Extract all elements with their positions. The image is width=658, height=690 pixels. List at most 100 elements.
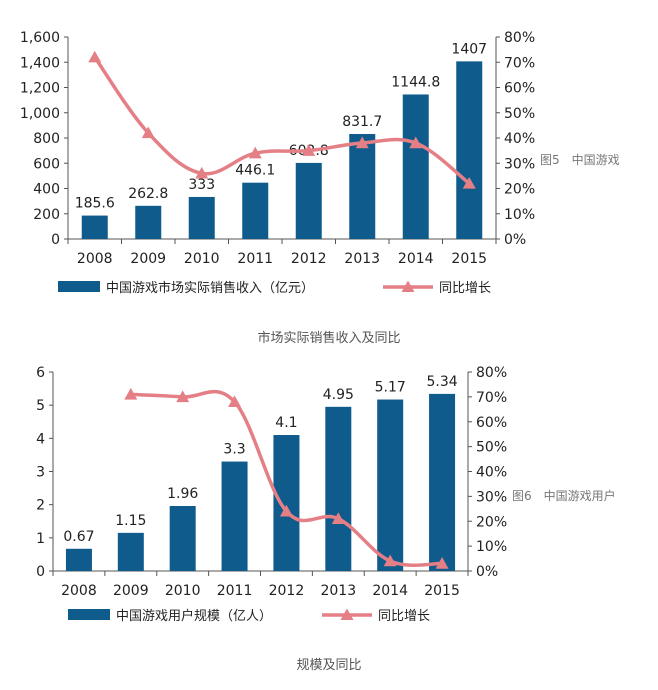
x-tick-label: 2010 xyxy=(184,251,220,267)
legend-bar-label: 中国游戏用户规模（亿人） xyxy=(116,608,272,624)
bar xyxy=(81,215,108,239)
x-tick-label: 2011 xyxy=(217,583,253,599)
y2-tick-label: 70% xyxy=(476,390,507,406)
y2-tick-label: 80% xyxy=(476,365,507,381)
x-tick-label: 2010 xyxy=(165,583,201,599)
x-tick-label: 2013 xyxy=(320,583,356,599)
y-tick-label: 2 xyxy=(36,498,45,514)
side-caption: 图6 中国游戏用户 xyxy=(512,488,616,503)
growth-point xyxy=(279,504,293,517)
y-tick-label: 600 xyxy=(33,156,60,172)
y-tick-label: 1,400 xyxy=(20,55,60,71)
y2-tick-label: 60% xyxy=(476,415,507,431)
growth-point xyxy=(176,390,190,403)
chart1-caption: 市场实际销售收入及同比 xyxy=(257,331,401,346)
y-tick-label: 1,200 xyxy=(20,81,60,97)
growth-point xyxy=(302,144,316,156)
bar-data-label: 831.7 xyxy=(342,114,382,130)
bar-data-label: 333 xyxy=(188,177,215,193)
x-tick-label: 2011 xyxy=(237,251,273,267)
bar xyxy=(402,94,429,240)
legend-line-label: 同比增长 xyxy=(439,281,491,296)
y2-tick-label: 20% xyxy=(476,514,507,530)
bar-data-label: 1.96 xyxy=(167,486,198,502)
y2-tick-label: 50% xyxy=(504,106,535,122)
growth-point xyxy=(331,512,345,524)
bar xyxy=(456,61,483,240)
chart2-caption: 规模及同比 xyxy=(296,658,362,673)
bar xyxy=(325,406,352,571)
bar-data-label: 5.17 xyxy=(375,380,406,396)
legend-line-marker xyxy=(340,608,354,620)
y-tick-label: 4 xyxy=(36,431,45,447)
bar-data-label: 4.95 xyxy=(323,387,354,403)
x-tick-label: 2008 xyxy=(61,583,97,599)
y-tick-label: 1 xyxy=(36,531,45,547)
y2-tick-label: 60% xyxy=(504,81,535,97)
growth-point xyxy=(248,146,262,159)
y-tick-label: 6 xyxy=(36,365,45,381)
y2-tick-label: 0% xyxy=(504,232,526,248)
y2-tick-label: 10% xyxy=(476,539,507,555)
y-tick-label: 400 xyxy=(33,182,60,198)
side-caption: 图5 中国游戏 xyxy=(540,152,620,167)
bar xyxy=(169,505,196,571)
revenue-chart: 0 200 400 600 800 1,000 1,200 1,400 1,600 0% 10% 20… xyxy=(20,30,620,296)
growth-point xyxy=(462,176,476,189)
y2-tick-label: 70% xyxy=(504,55,535,71)
legend-bar-swatch xyxy=(58,281,100,292)
bar-data-label: 262.8 xyxy=(128,186,168,202)
growth-point xyxy=(355,136,369,149)
bar-data-label: 1407 xyxy=(451,41,487,57)
bar xyxy=(117,532,144,571)
bar xyxy=(295,162,322,239)
growth-point xyxy=(435,557,449,569)
y2-tick-label: 10% xyxy=(504,207,535,223)
y-tick-label: 0 xyxy=(51,232,60,248)
growth-point xyxy=(88,50,102,63)
growth-point xyxy=(228,395,242,408)
bar xyxy=(429,393,456,571)
bar xyxy=(221,461,248,571)
x-tick-label: 2014 xyxy=(398,251,434,267)
legend-line-label: 同比增长 xyxy=(378,609,430,624)
bar-data-label: 1.15 xyxy=(115,513,146,529)
bar xyxy=(349,133,376,239)
bar-data-label: 3.3 xyxy=(223,442,245,458)
x-tick-label: 2013 xyxy=(344,251,380,267)
bar-data-label: 0.67 xyxy=(63,529,94,545)
y2-tick-label: 30% xyxy=(476,489,507,505)
bar-data-label: 5.34 xyxy=(426,374,457,390)
x-tick-label: 2012 xyxy=(269,583,305,599)
legend-bar-swatch xyxy=(68,609,110,620)
legend-bar-label: 中国游戏市场实际销售收入（亿元） xyxy=(106,280,314,296)
bar xyxy=(242,182,269,239)
legend-line-marker xyxy=(401,280,415,292)
y2-tick-label: 30% xyxy=(504,156,535,172)
growth-point xyxy=(409,136,423,149)
y-tick-label: 800 xyxy=(33,131,60,147)
y2-tick-label: 0% xyxy=(476,564,498,580)
y2-tick-label: 40% xyxy=(504,131,535,147)
y-tick-label: 200 xyxy=(33,207,60,223)
bar xyxy=(273,435,300,571)
bar xyxy=(188,196,215,239)
bar-data-label: 4.1 xyxy=(275,415,297,431)
x-tick-label: 2012 xyxy=(291,251,327,267)
y-tick-label: 3 xyxy=(36,465,45,481)
x-tick-label: 2015 xyxy=(424,583,460,599)
x-tick-label: 2014 xyxy=(372,583,408,599)
bar-data-label: 446.1 xyxy=(235,163,275,179)
bar xyxy=(65,548,92,571)
y2-tick-label: 20% xyxy=(504,182,535,198)
x-tick-label: 2009 xyxy=(130,251,166,267)
x-tick-label: 2008 xyxy=(77,251,113,267)
y-tick-label: 5 xyxy=(36,398,45,414)
y-tick-label: 1,000 xyxy=(20,106,60,122)
y2-tick-label: 40% xyxy=(476,465,507,481)
x-tick-label: 2015 xyxy=(451,251,487,267)
bar xyxy=(135,205,162,239)
bar-data-label: 1144.8 xyxy=(391,74,440,90)
bar xyxy=(377,399,404,571)
